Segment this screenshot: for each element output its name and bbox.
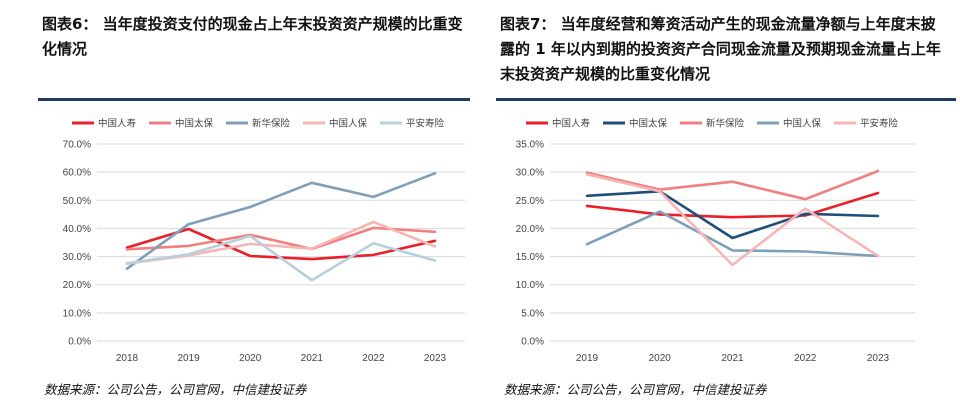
series-line xyxy=(585,190,880,240)
x-tick-label: 2019 xyxy=(576,353,599,364)
series-line xyxy=(585,210,880,258)
series-line xyxy=(125,172,437,270)
y-tick-label: 20.0% xyxy=(516,224,544,235)
x-tick-label: 2021 xyxy=(721,353,744,364)
y-tick-label: 70.0% xyxy=(63,140,91,151)
y-tick-label: 30.0% xyxy=(63,252,91,263)
chart-title: 图表7： 当年度经营和筹资活动产生的现金流量净额与上年度末披露的 1 年以内到期… xyxy=(500,15,941,83)
x-tick-label: 2021 xyxy=(301,353,324,364)
y-tick-label: 20.0% xyxy=(63,280,91,291)
legend-entry: 平安寿险 xyxy=(406,118,445,130)
y-tick-label: 15.0% xyxy=(516,252,544,263)
y-tick-label: 10.0% xyxy=(63,308,91,319)
legend-entry: 新华保险 xyxy=(252,118,291,130)
line-chart: 0.0% 5.0% 10.0% 15.0% 20.0% 25.0% 30.0% 35.0% 20… xyxy=(516,118,915,364)
y-tick-label: 50.0% xyxy=(63,196,91,207)
line-chart: 0.0% 10.0% 20.0% 30.0% 40.0% 50.0% 60.0% 70.0% 2… xyxy=(63,118,465,364)
y-tick-label: 35.0% xyxy=(516,140,544,151)
legend-entry: 中国人寿 xyxy=(552,118,590,130)
series-line xyxy=(125,227,437,261)
x-tick-label: 2019 xyxy=(177,353,200,364)
x-tick-label: 2020 xyxy=(649,353,672,364)
legend-entry: 中国人保 xyxy=(329,118,368,130)
data-source-note: 数据来源：公司公告，公司官网，中信建投证券 xyxy=(504,382,767,397)
legend-entry: 中国太保 xyxy=(175,118,214,130)
title-divider xyxy=(496,98,956,101)
chart-panel-right: 图表7： 当年度经营和筹资活动产生的现金流量净额与上年度末披露的 1 年以内到期… xyxy=(482,0,960,405)
legend-entry: 新华保险 xyxy=(706,118,745,130)
data-source-note: 数据来源：公司公告，公司官网，中信建投证券 xyxy=(44,382,307,397)
legend-entry: 中国人保 xyxy=(783,118,822,130)
chart-title: 图表6： 当年度投资支付的现金占上年末投资资产规模的比重变化情况 xyxy=(42,15,463,58)
series-line xyxy=(125,226,437,251)
y-tick-label: 60.0% xyxy=(63,168,91,179)
series-line xyxy=(585,173,880,267)
y-tick-label: 0.0% xyxy=(68,337,91,348)
legend-entry: 中国太保 xyxy=(629,118,668,130)
x-tick-label: 2022 xyxy=(362,353,385,364)
y-tick-label: 25.0% xyxy=(516,196,544,207)
x-tick-label: 2020 xyxy=(239,353,262,364)
x-tick-label: 2018 xyxy=(116,353,139,364)
series-line xyxy=(585,191,880,219)
y-tick-label: 30.0% xyxy=(516,168,544,179)
y-tick-label: 5.0% xyxy=(521,308,544,319)
y-tick-label: 40.0% xyxy=(63,224,91,235)
legend-entry: 平安寿险 xyxy=(860,118,899,130)
y-tick-label: 10.0% xyxy=(516,280,544,291)
x-tick-label: 2022 xyxy=(794,353,817,364)
x-tick-label: 2023 xyxy=(424,353,447,364)
series-line xyxy=(585,169,880,201)
title-divider xyxy=(38,98,470,101)
x-tick-label: 2023 xyxy=(867,353,890,364)
chart-panel-left: 图表6： 当年度投资支付的现金占上年末投资资产规模的比重变化情况 0.0% 10.… xyxy=(0,0,470,405)
legend-entry: 中国人寿 xyxy=(98,118,136,130)
series-line xyxy=(125,234,437,282)
y-tick-label: 0.0% xyxy=(521,337,544,348)
